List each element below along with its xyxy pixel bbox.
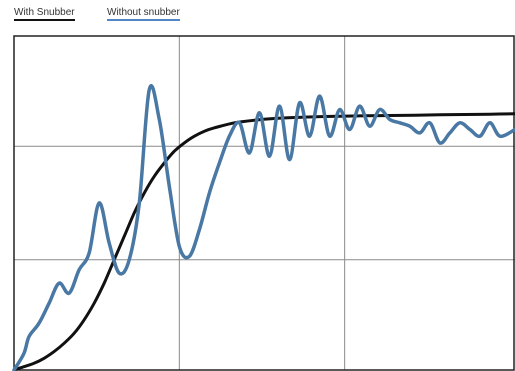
series-lines: [12, 84, 515, 371]
frame: [13, 35, 515, 371]
series-line-without-snubber: [12, 84, 515, 371]
plot-frame: [13, 35, 515, 371]
series-line-with-snubber: [12, 112, 515, 371]
grid-lines: [14, 36, 515, 370]
legend-with-snubber: With Snubber: [14, 7, 75, 21]
legend-without-snubber: Without snubber: [107, 7, 180, 21]
